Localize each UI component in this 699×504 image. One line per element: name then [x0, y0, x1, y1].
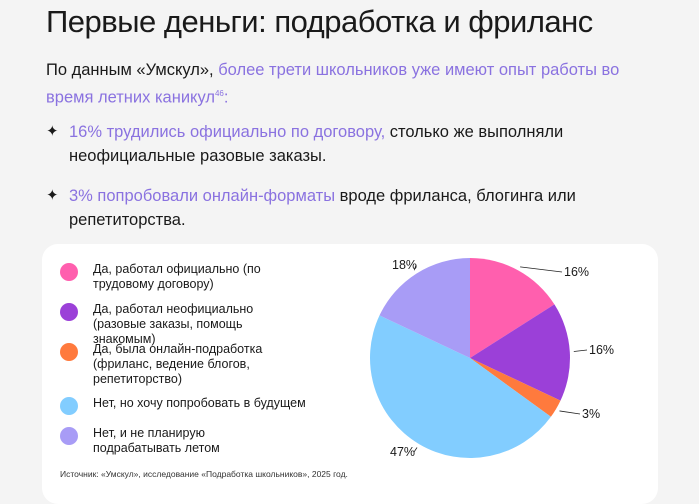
- bullet-2: ✦ 3% попробовали онлайн-форматы вроде фри…: [46, 184, 586, 232]
- pie-slice: [470, 304, 570, 401]
- source-note: Источник: «Умскул», исследование «Подраб…: [60, 469, 348, 479]
- legend-item: Нет, но хочу попробовать в будущем: [60, 396, 308, 415]
- legend-label: Нет, и не планирую подрабатывать летом: [93, 426, 220, 455]
- intro-text: По данным «Умскул», более трети школьник…: [46, 58, 646, 110]
- intro-plain: По данным «Умскул»,: [46, 61, 219, 79]
- page-title: Первые деньги: подработка и фриланс: [46, 4, 593, 39]
- pie-slice: [470, 258, 555, 358]
- legend-item: Да, работал неофициально (разовые заказы…: [60, 302, 308, 347]
- legend-label: Нет, но хочу попробовать в будущем: [93, 396, 306, 410]
- slice-label: 47%: [390, 445, 415, 459]
- bullet-accent: 3% попробовали онлайн-форматы: [69, 187, 336, 205]
- slice-label: 3%: [582, 407, 600, 421]
- legend-item: Да, была онлайн-подработка (фриланс, вед…: [60, 342, 308, 387]
- pie-slice: [370, 315, 551, 458]
- legend-label: Да, была онлайн-подработка (фриланс, вед…: [93, 342, 263, 386]
- leader-line: [520, 266, 563, 273]
- leader-line: [559, 410, 581, 415]
- footnote-ref: 46: [214, 89, 224, 98]
- leader-line: [573, 349, 588, 352]
- slice-label: 18%: [392, 258, 417, 272]
- bullet-1: ✦ 16% трудились официально по договору, с…: [46, 120, 666, 168]
- leader-line: [413, 447, 418, 453]
- bullet-rest: столько же выполняли неофициальные разов…: [69, 123, 564, 165]
- legend-label: Да, работал официально (по трудовому дог…: [93, 262, 261, 291]
- intro-accent: более трети школьников уже имеют опыт ра…: [46, 61, 620, 107]
- slice-label: 16%: [589, 343, 614, 357]
- legend-swatch: [60, 397, 78, 415]
- bullet-accent: 16% трудились официально по договору,: [69, 123, 386, 141]
- pie-chart: 16% 16% 3% 47% 18%: [370, 258, 614, 459]
- pie-slice: [470, 358, 561, 417]
- legend-swatch: [60, 427, 78, 445]
- legend-swatch: [60, 303, 78, 321]
- legend-label: Да, работал неофициально (разовые заказы…: [93, 302, 254, 346]
- legend-item: Нет, и не планирую подрабатывать летом: [60, 426, 253, 456]
- legend-swatch: [60, 263, 78, 281]
- star-icon: ✦: [46, 187, 59, 204]
- chart-card: Да, работал официально (по трудовому дог…: [42, 244, 658, 504]
- leader-line: [413, 264, 417, 271]
- pie-slice: [379, 258, 470, 358]
- legend-swatch: [60, 343, 78, 361]
- bullet-rest: вроде фриланса, блогинга или репетиторст…: [69, 187, 576, 229]
- star-icon: ✦: [46, 123, 59, 140]
- legend-item: Да, работал официально (по трудовому дог…: [60, 262, 308, 292]
- intro-end: :: [223, 88, 229, 107]
- slice-label: 16%: [564, 265, 589, 279]
